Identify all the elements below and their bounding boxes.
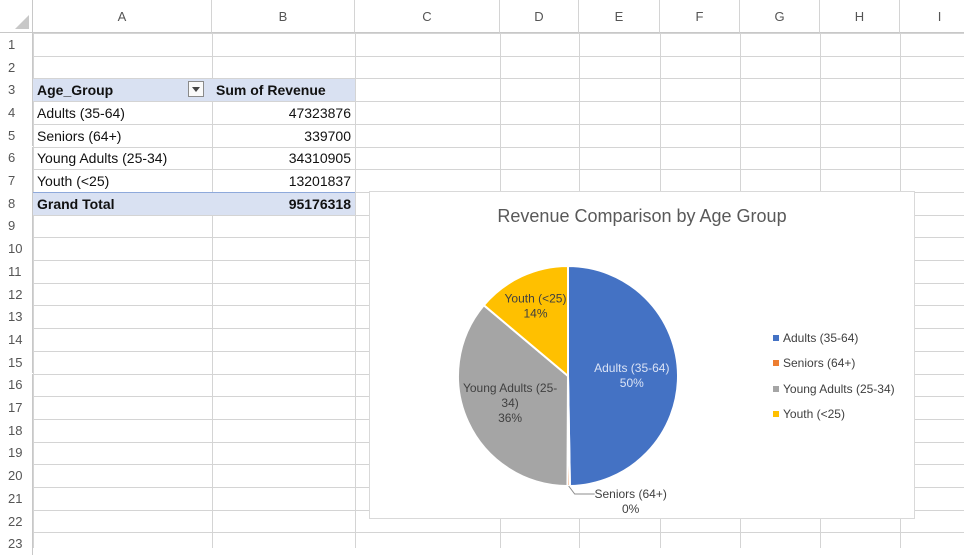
row-header-16[interactable]: 16 xyxy=(0,373,33,397)
column-header-i[interactable]: I xyxy=(900,0,964,33)
row-header-1[interactable]: 1 xyxy=(0,33,33,56)
pivot-row-label[interactable]: Seniors (64+) xyxy=(37,127,122,144)
pie-slice-2[interactable] xyxy=(457,303,570,488)
column-header-h[interactable]: H xyxy=(820,0,900,33)
chevron-down-icon xyxy=(192,87,200,93)
legend-swatch xyxy=(773,335,779,341)
legend-label: Adults (35-64) xyxy=(783,331,859,345)
legend-label: Youth (<25) xyxy=(783,407,845,421)
legend-label: Young Adults (25-34) xyxy=(783,382,895,396)
grand-total-value[interactable]: 95176318 xyxy=(212,192,355,215)
row-header-23[interactable]: 23 xyxy=(0,532,33,555)
select-all-icon xyxy=(15,15,29,29)
pie-data-label-3: Youth (<25) 14% xyxy=(505,292,567,321)
pie-data-label-1: Seniors (64+) 0% xyxy=(594,487,666,516)
legend-label: Seniors (64+) xyxy=(783,356,856,370)
pie-slice-0[interactable] xyxy=(567,264,679,488)
pivot-row-label[interactable]: Adults (35-64) xyxy=(37,104,125,121)
pivot-row-value[interactable]: 339700 xyxy=(304,127,351,144)
column-header-b[interactable]: B xyxy=(212,0,355,33)
pivot-row-label[interactable]: Youth (<25) xyxy=(37,173,110,190)
row-header-17[interactable]: 17 xyxy=(0,396,33,419)
pivot-header-age-group[interactable]: Age_Group xyxy=(33,79,212,102)
row-header-13[interactable]: 13 xyxy=(0,305,33,329)
row-header-15[interactable]: 15 xyxy=(0,350,33,374)
grand-total-border xyxy=(33,192,355,193)
pie-slice-3[interactable] xyxy=(482,264,569,379)
row-header-10[interactable]: 10 xyxy=(0,237,33,260)
legend-swatch xyxy=(773,386,779,392)
pivot-row-value[interactable]: 47323876 xyxy=(288,104,351,121)
column-header-g[interactable]: G xyxy=(740,0,820,33)
row-header-22[interactable]: 22 xyxy=(0,509,33,533)
row-header-3[interactable]: 3 xyxy=(0,78,33,102)
column-header-f[interactable]: F xyxy=(660,0,740,33)
column-header-e[interactable]: E xyxy=(579,0,660,33)
legend-item-adults[interactable]: Adults (35-64) xyxy=(773,331,858,345)
pivot-header-sum-of-revenue[interactable]: Sum of Revenue xyxy=(212,79,355,102)
row-header-8[interactable]: 8 xyxy=(0,191,33,215)
pie-plot-area: Adults (35-64) 50% Young Adults (25-34) 36%… xyxy=(457,264,679,516)
row-header-11[interactable]: 11 xyxy=(0,260,33,283)
row-header-19[interactable]: 19 xyxy=(0,441,33,465)
pie-chart[interactable]: Revenue Comparison by Age Group Adults (… xyxy=(369,191,915,519)
pivot-row-value[interactable]: 34310905 xyxy=(288,150,351,167)
row-header-9[interactable]: 9 xyxy=(0,214,33,238)
pie-data-label-0: Adults (35-64) 50% xyxy=(594,361,669,390)
legend-item-young-adults[interactable]: Young Adults (25-34) xyxy=(773,382,895,396)
legend-swatch xyxy=(773,360,779,366)
legend-item-seniors[interactable]: Seniors (64+) xyxy=(773,356,855,370)
row-header-18[interactable]: 18 xyxy=(0,418,33,442)
leader-line xyxy=(568,485,595,495)
grand-total-label[interactable]: Grand Total xyxy=(33,192,212,215)
filter-dropdown-button[interactable] xyxy=(188,81,204,98)
pivot-row-value[interactable]: 13201837 xyxy=(288,173,351,190)
row-header-5[interactable]: 5 xyxy=(0,123,33,147)
row-header-20[interactable]: 20 xyxy=(0,464,33,487)
row-header-2[interactable]: 2 xyxy=(0,55,33,79)
column-header-d[interactable]: D xyxy=(500,0,579,33)
row-header-21[interactable]: 21 xyxy=(0,487,33,510)
legend-item-youth[interactable]: Youth (<25) xyxy=(773,407,845,421)
row-header-7[interactable]: 7 xyxy=(0,169,33,192)
column-header-c[interactable]: C xyxy=(355,0,500,33)
row-header-14[interactable]: 14 xyxy=(0,328,33,351)
pivot-row-label[interactable]: Young Adults (25-34) xyxy=(37,150,168,167)
legend-swatch xyxy=(773,411,779,417)
row-header-6[interactable]: 6 xyxy=(0,146,33,170)
pie-data-label-2: Young Adults (25-34) 36% xyxy=(463,381,557,425)
select-all-corner[interactable] xyxy=(0,0,33,33)
row-header-12[interactable]: 12 xyxy=(0,282,33,306)
chart-title: Revenue Comparison by Age Group xyxy=(497,206,787,226)
column-header-a[interactable]: A xyxy=(33,0,212,33)
row-header-4[interactable]: 4 xyxy=(0,101,33,124)
